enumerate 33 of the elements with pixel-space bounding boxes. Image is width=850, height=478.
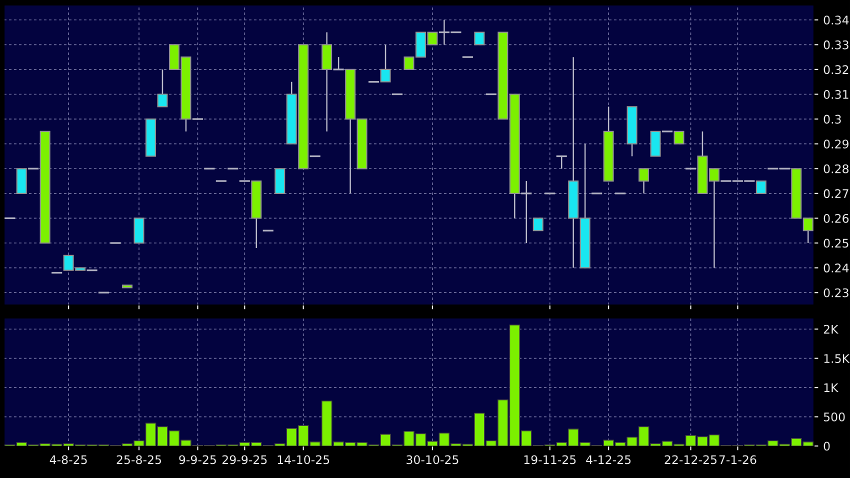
candlestick: [474, 32, 485, 46]
y-tick-label: 1.5K: [824, 354, 850, 363]
x-tick-label: 14-10-25: [278, 455, 330, 464]
y-tick-label: 0.33: [824, 40, 848, 50]
y-tick-label: 0.3: [824, 114, 841, 124]
x-tick-label: 4-12-25: [586, 455, 631, 464]
y-tick-label: 0.34: [824, 16, 849, 25]
y-tick-label: 0.25: [824, 238, 848, 248]
y-tick-label: 1K: [824, 383, 839, 392]
y-tick-label: 0.26: [824, 214, 849, 223]
x-tick-label: 4-8-25: [50, 455, 87, 464]
y-tick-label: 0.32: [824, 65, 848, 74]
y-tick-label: 0.24: [824, 264, 849, 272]
y-tick-label: 0.23: [824, 288, 848, 298]
candlestick: [756, 180, 766, 194]
candlestick: [532, 218, 544, 232]
x-tick-label: 7-1-26: [719, 455, 756, 464]
x-tick-label: 30-10-25: [406, 455, 458, 464]
x-tick-label: 9-9-25: [179, 455, 216, 464]
y-tick-label: 0.27: [824, 189, 848, 198]
x-tick-label: 19-11-25: [524, 455, 576, 464]
candlestick: [674, 130, 684, 144]
y-tick-label: 0.31: [824, 90, 848, 99]
y-tick-label: 0: [824, 442, 830, 451]
candlestick: [638, 168, 650, 194]
x-tick-label: 29-9-25: [222, 455, 267, 464]
y-tick-label: 0.29: [824, 140, 848, 148]
y-tick-label: 500: [824, 412, 845, 422]
y-tick-label: 0.28: [824, 164, 849, 174]
y-tick-label: 2K: [824, 324, 839, 334]
candlestick: [157, 68, 168, 108]
x-tick-label: 22-12-25: [664, 455, 716, 464]
x-tick-label: 25-8-25: [116, 455, 162, 464]
